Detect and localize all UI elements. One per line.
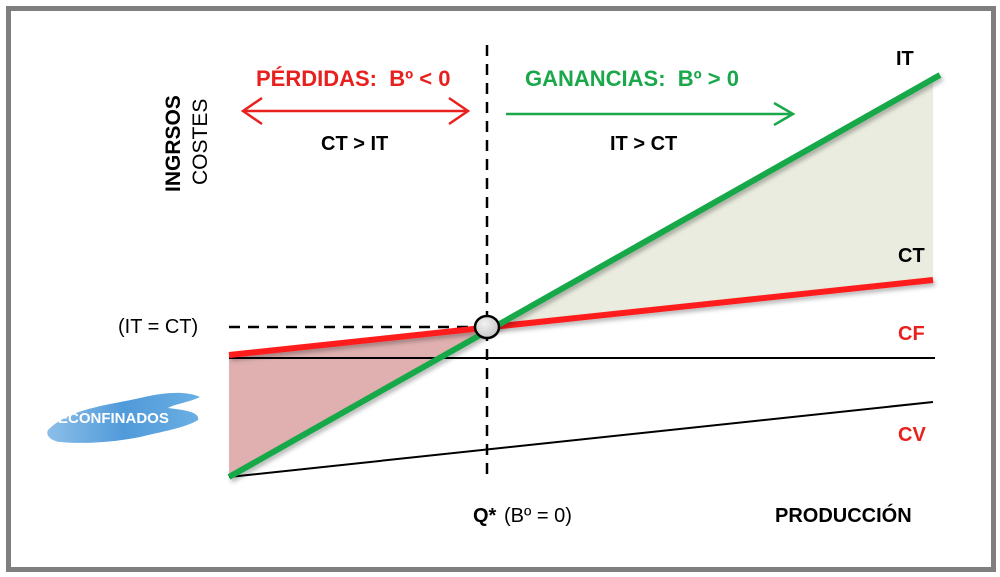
y-axis-label-line2: COSTES (189, 99, 212, 185)
x-axis-label: PRODUCCIÓN (775, 503, 912, 527)
losses-label: PÉRDIDAS: Bº < 0 (256, 66, 450, 91)
cv-line (228, 401, 934, 478)
ct-line (228, 277, 934, 358)
it-line (227, 72, 942, 480)
cv-curve-label: CV (898, 424, 926, 446)
breakeven-point (473, 314, 501, 340)
losses-arrow (240, 96, 471, 126)
losses-condition: CT > IT (321, 133, 388, 155)
breakeven-q-note: (Bº = 0) (504, 505, 572, 527)
it-curve-label: IT (896, 48, 914, 70)
watermark-logo: ECONFINADOS (47, 392, 201, 443)
equilibrium-label: (IT = CT) (118, 316, 198, 338)
gains-condition: IT > CT (610, 133, 677, 155)
gains-label: GANANCIAS: Bº > 0 (525, 66, 739, 91)
gains-arrow (506, 101, 796, 127)
ct-curve-label: CT (898, 245, 925, 267)
watermark-text: ECONFINADOS (58, 410, 169, 427)
y-axis-label-line1: INGRSOS (162, 95, 185, 192)
cf-curve-label: CF (898, 323, 925, 345)
breakeven-q-label: Q* (473, 505, 497, 527)
